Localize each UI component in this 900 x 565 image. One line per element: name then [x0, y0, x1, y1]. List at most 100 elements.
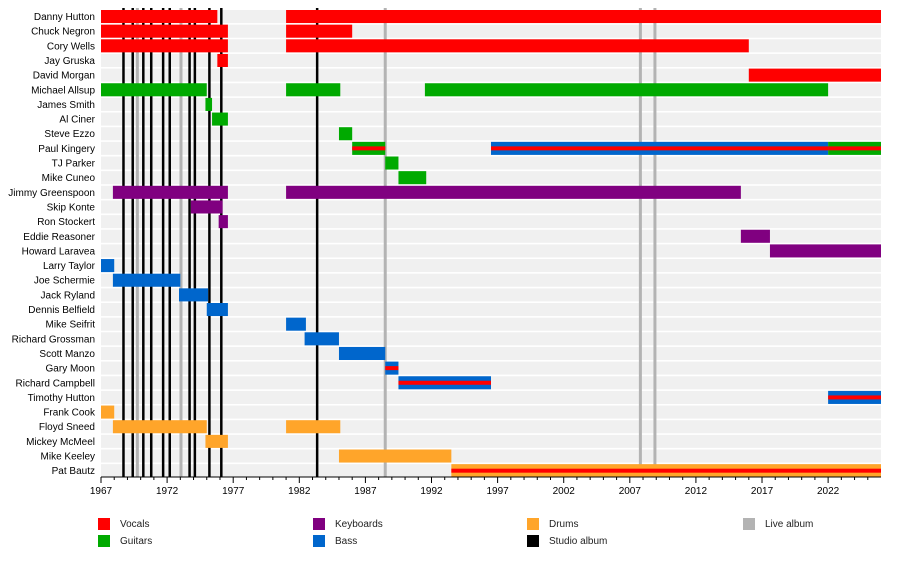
- row-background: [101, 68, 881, 82]
- bar-vocals: [101, 39, 228, 53]
- member-label: Ron Stockert: [37, 217, 95, 228]
- bar-guitars: [101, 83, 207, 97]
- bar-keyboards: [190, 200, 223, 214]
- x-tick-label: 1967: [90, 486, 113, 497]
- row-background: [101, 200, 881, 214]
- bar-keyboards: [112, 185, 228, 199]
- bar-vocals-stripe: [352, 146, 386, 151]
- row-background: [101, 332, 881, 346]
- bar-vocals: [101, 10, 218, 24]
- legend-swatch: [313, 535, 325, 547]
- bar-vocals: [748, 68, 881, 82]
- legend-swatch: [527, 518, 539, 530]
- member-label: Paul Kingery: [38, 144, 95, 155]
- bar-vocals-stripe: [491, 146, 829, 151]
- legend-live-album: Live album: [743, 518, 813, 530]
- member-label: James Smith: [37, 100, 95, 111]
- member-label: Chuck Negron: [31, 27, 95, 38]
- bar-bass: [338, 346, 386, 360]
- bar-keyboards: [286, 185, 741, 199]
- bar-vocals-stripe: [828, 146, 881, 151]
- member-label: David Morgan: [33, 71, 95, 82]
- row-background: [101, 405, 881, 419]
- member-label: Mike Seifrit: [46, 320, 96, 331]
- member-label: Scott Manzo: [39, 349, 95, 360]
- x-tick-label: 2002: [553, 486, 576, 497]
- member-label: TJ Parker: [52, 159, 96, 170]
- bar-bass: [101, 259, 115, 273]
- bar-keyboards: [740, 229, 770, 243]
- x-tick-label: 1992: [420, 486, 443, 497]
- legend-guitars: Guitars: [98, 535, 152, 547]
- bar-drums: [205, 434, 228, 448]
- legend-label: Vocals: [120, 518, 150, 530]
- member-label: Floyd Sneed: [39, 422, 95, 433]
- row-background: [101, 229, 881, 243]
- bar-guitars: [286, 83, 341, 97]
- x-tick-label: 2012: [685, 486, 708, 497]
- bar-keyboards: [769, 244, 881, 258]
- row-background: [101, 53, 881, 67]
- legend-swatch: [98, 535, 110, 547]
- x-tick-label: 1972: [156, 486, 179, 497]
- member-label: Michael Allsup: [31, 85, 95, 96]
- row-background: [101, 244, 881, 258]
- member-label: Mike Cuneo: [42, 173, 96, 184]
- member-label: Steve Ezzo: [44, 129, 95, 140]
- legend-studio-album: Studio album: [527, 535, 607, 547]
- legend-keyboards: Keyboards: [313, 518, 383, 530]
- bar-guitars: [424, 83, 829, 97]
- member-label: Eddie Reasoner: [23, 232, 95, 243]
- legend-swatch: [98, 518, 110, 530]
- legend-label: Studio album: [549, 535, 608, 547]
- bar-drums: [286, 420, 341, 434]
- legend-swatch: [313, 518, 325, 530]
- member-label: Dennis Belfield: [28, 305, 95, 316]
- member-label: Jack Ryland: [41, 290, 95, 301]
- row-background: [101, 171, 881, 185]
- row-background: [101, 156, 881, 170]
- row-background: [101, 273, 881, 287]
- bar-keyboards: [218, 215, 228, 229]
- legend-label: Live album: [765, 518, 814, 530]
- bar-vocals: [286, 39, 749, 53]
- member-label: Mike Keeley: [41, 452, 95, 463]
- row-background: [101, 97, 881, 111]
- member-label: Pat Bautz: [52, 466, 95, 477]
- x-tick-label: 1997: [486, 486, 509, 497]
- x-tick-label: 2017: [751, 486, 774, 497]
- x-tick-label: 2007: [619, 486, 642, 497]
- bar-guitars: [338, 127, 353, 141]
- row-background: [101, 449, 881, 463]
- member-label: Cory Wells: [47, 41, 95, 52]
- bar-bass: [304, 332, 339, 346]
- bar-bass: [112, 273, 181, 287]
- legend-swatch: [527, 535, 539, 547]
- bar-vocals-stripe: [451, 468, 881, 473]
- timeline-plot: Danny Hutton Chuck Negron Cory Wells Jay Gr…: [8, 8, 882, 497]
- member-label: Timothy Hutton: [28, 393, 95, 404]
- bar-guitars: [398, 171, 427, 185]
- row-background: [101, 215, 881, 229]
- legend-drums: Drums: [527, 518, 578, 530]
- row-background: [101, 303, 881, 317]
- member-label: Richard Grossman: [12, 334, 95, 345]
- row-background: [101, 317, 881, 331]
- row-background: [101, 127, 881, 141]
- bar-vocals: [286, 24, 353, 38]
- bar-vocals: [286, 10, 882, 24]
- member-label: Joe Schermie: [34, 276, 96, 287]
- row-background: [101, 346, 881, 360]
- x-tick-label: 1977: [222, 486, 245, 497]
- row-background: [101, 288, 881, 302]
- bar-vocals-stripe: [828, 395, 881, 400]
- bar-guitars: [212, 112, 228, 126]
- bar-drums: [101, 405, 115, 419]
- member-label: Al Ciner: [59, 115, 95, 126]
- row-background: [101, 434, 881, 448]
- row-background: [101, 390, 881, 404]
- member-label: Mickey McMeel: [26, 437, 95, 448]
- bar-drums: [112, 420, 207, 434]
- member-label: Jay Gruska: [44, 56, 95, 67]
- member-label: Skip Konte: [47, 202, 96, 213]
